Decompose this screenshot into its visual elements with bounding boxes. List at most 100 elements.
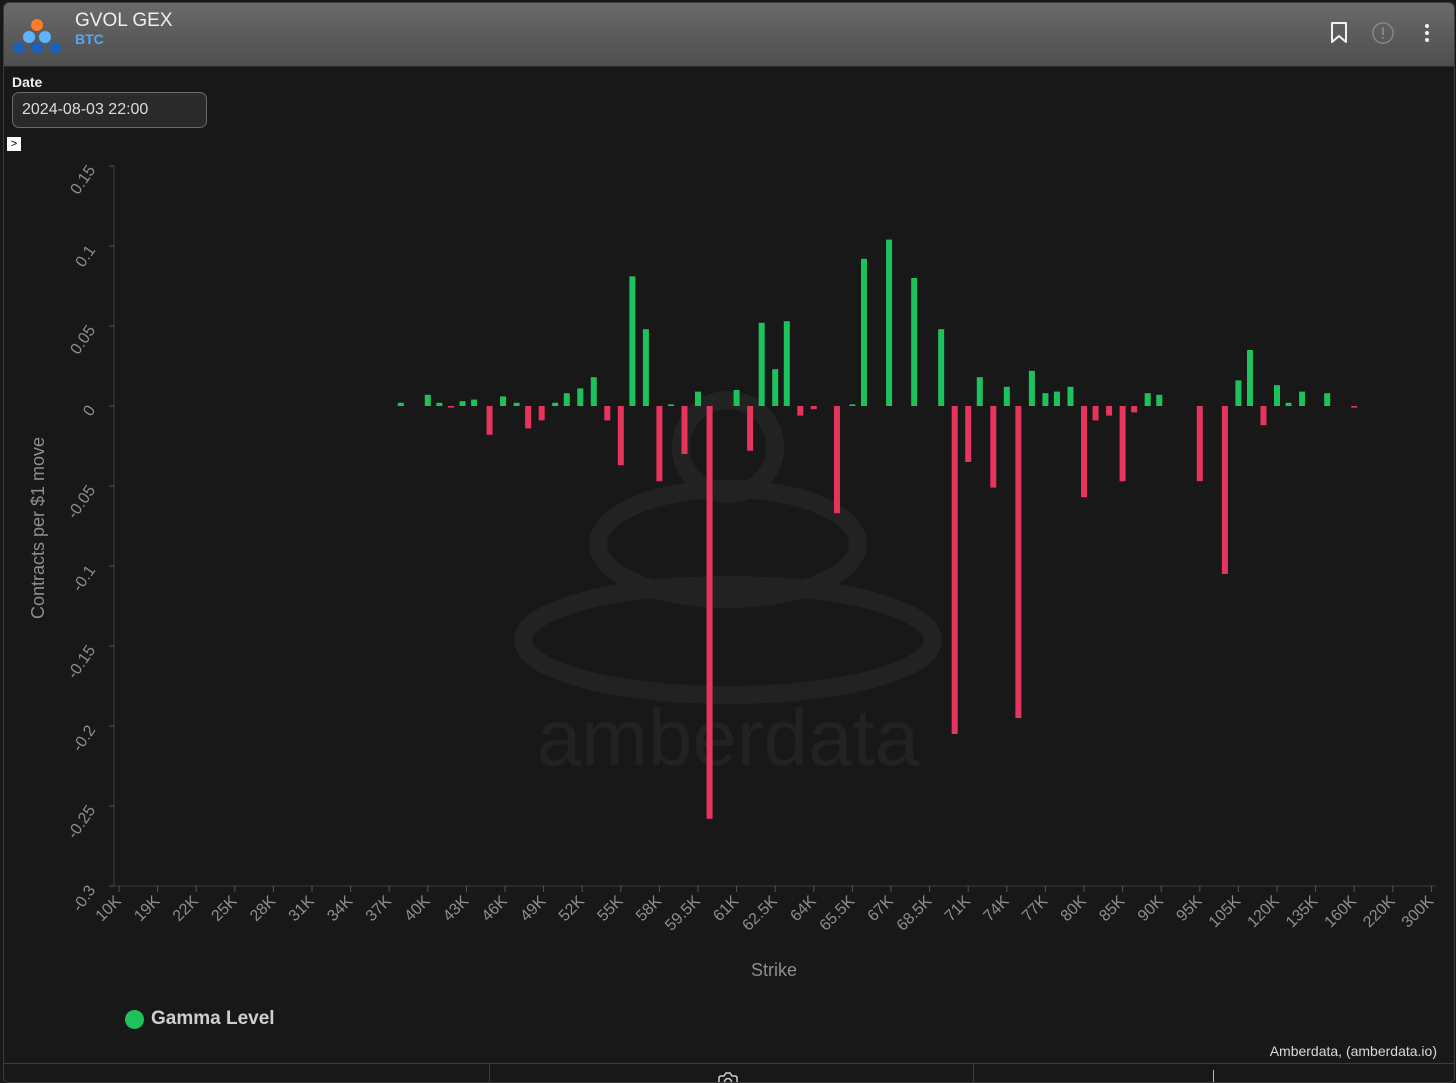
toolbar-divider (489, 1064, 490, 1083)
x-tick-label: 105K (1206, 893, 1245, 932)
app-window: GVOL GEX BTC Date > amberdata 0.150.10.0… (3, 2, 1455, 1083)
gamma-bar-positive[interactable] (1042, 393, 1048, 406)
x-tick-label: 300K (1399, 893, 1438, 932)
gamma-bar-positive[interactable] (938, 329, 944, 406)
gamma-bar-positive[interactable] (1299, 392, 1305, 406)
gamma-bar-positive[interactable] (784, 321, 790, 406)
x-tick-label: 71K (942, 893, 974, 925)
gamma-bar-negative[interactable] (487, 406, 493, 435)
y-tick-label: 0.05 (67, 322, 99, 357)
gamma-bar-positive[interactable] (471, 400, 477, 406)
gamma-bar-positive[interactable] (425, 395, 431, 406)
x-tick-label: 25K (208, 893, 240, 925)
x-tick-label: 74K (980, 893, 1012, 925)
x-tick-label: 64K (787, 893, 819, 925)
gamma-bar-negative[interactable] (525, 406, 531, 428)
watermark-text: amberdata (537, 693, 920, 782)
gamma-bar-positive[interactable] (1067, 387, 1073, 406)
x-tick-label: 61K (710, 893, 742, 925)
gamma-bar-negative[interactable] (1131, 406, 1137, 412)
y-tick-label: -0.05 (64, 482, 99, 522)
gamma-bar-positive[interactable] (436, 403, 442, 406)
gamma-bar-positive[interactable] (759, 323, 765, 406)
gamma-bar-positive[interactable] (577, 388, 583, 406)
legend-marker (125, 1010, 144, 1029)
gamma-bar-positive[interactable] (514, 403, 520, 406)
gamma-bar-negative[interactable] (618, 406, 624, 465)
gamma-bar-positive[interactable] (1286, 403, 1292, 406)
gamma-bar-positive[interactable] (1029, 371, 1035, 406)
gamma-bar-negative[interactable] (1260, 406, 1266, 425)
x-tick-label: 43K (440, 893, 472, 925)
gamma-bar-positive[interactable] (1054, 392, 1060, 406)
gamma-bar-positive[interactable] (500, 396, 506, 406)
gamma-bar-positive[interactable] (849, 404, 855, 406)
gamma-bar-positive[interactable] (564, 393, 570, 406)
gamma-bar-positive[interactable] (1324, 393, 1330, 406)
y-tick-label: 0.1 (73, 242, 100, 270)
gamma-bar-positive[interactable] (398, 403, 404, 406)
gamma-bar-positive[interactable] (591, 377, 597, 406)
camera-icon[interactable] (717, 1072, 739, 1083)
gamma-bar-positive[interactable] (1235, 380, 1241, 406)
gamma-bar-positive[interactable] (977, 377, 983, 406)
gamma-bar-negative[interactable] (1081, 406, 1087, 497)
gamma-bar-negative[interactable] (707, 406, 713, 819)
x-tick-label: 67K (865, 893, 897, 925)
x-tick-label: 90K (1135, 893, 1167, 925)
gamma-bar-negative[interactable] (811, 406, 817, 409)
gamma-bar-positive[interactable] (695, 392, 701, 406)
gamma-bar-positive[interactable] (643, 329, 649, 406)
gamma-bar-negative[interactable] (539, 406, 545, 420)
gamma-bar-negative[interactable] (965, 406, 971, 462)
gex-chart: amberdata 0.150.10.050-0.05-0.1-0.15-0.2… (4, 3, 1454, 1003)
chart-credit: Amberdata, (amberdata.io) (1270, 1043, 1437, 1059)
y-tick-label: -0.25 (64, 802, 99, 842)
gamma-bar-negative[interactable] (1015, 406, 1021, 718)
watermark (523, 400, 933, 695)
gamma-bar-negative[interactable] (681, 406, 687, 454)
x-tick-label: 62.5K (739, 893, 781, 935)
gamma-bar-negative[interactable] (656, 406, 662, 481)
legend-gamma-level[interactable]: Gamma Level (125, 1008, 275, 1030)
gamma-bar-positive[interactable] (1145, 393, 1151, 406)
gamma-bar-positive[interactable] (772, 369, 778, 406)
x-tick-label: 52K (556, 893, 588, 925)
gamma-bar-positive[interactable] (668, 404, 674, 406)
gamma-bar-negative[interactable] (1120, 406, 1126, 481)
gamma-bar-positive[interactable] (1247, 350, 1253, 406)
gamma-bar-positive[interactable] (1156, 395, 1162, 406)
gamma-bar-positive[interactable] (1004, 387, 1010, 406)
y-tick-label: 0.15 (67, 162, 99, 197)
gamma-bar-negative[interactable] (1106, 406, 1112, 416)
gamma-bar-negative[interactable] (1351, 406, 1357, 408)
x-tick-label: 160K (1322, 893, 1361, 932)
x-tick-label: 95K (1173, 893, 1205, 925)
gamma-bar-positive[interactable] (460, 401, 466, 406)
gamma-bar-negative[interactable] (1093, 406, 1099, 420)
gamma-bar-negative[interactable] (990, 406, 996, 488)
bottom-toolbar (4, 1063, 1454, 1083)
gamma-bar-negative[interactable] (834, 406, 840, 513)
gamma-bar-negative[interactable] (1222, 406, 1228, 574)
gamma-bar-negative[interactable] (604, 406, 610, 420)
gamma-bar-negative[interactable] (952, 406, 958, 734)
gamma-bar-positive[interactable] (552, 403, 558, 406)
gamma-bar-negative[interactable] (797, 406, 803, 416)
gamma-bar-negative[interactable] (1197, 406, 1203, 481)
gamma-bar-positive[interactable] (1274, 385, 1280, 406)
gamma-bar-positive[interactable] (911, 278, 917, 406)
x-tick-label: 58K (633, 893, 665, 925)
y-tick-label: 0 (80, 402, 99, 419)
x-tick-label: 31K (286, 893, 318, 925)
y-axis-ticks: 0.150.10.050-0.05-0.1-0.15-0.2-0.25-0.3 (64, 162, 114, 914)
gamma-bar-negative[interactable] (747, 406, 753, 451)
gamma-bar-negative[interactable] (448, 406, 454, 408)
gamma-bar-positive[interactable] (734, 390, 740, 406)
toolbar-marker (1213, 1070, 1214, 1083)
x-tick-label: 37K (363, 893, 395, 925)
gamma-bar-positive[interactable] (861, 259, 867, 406)
x-tick-label: 77K (1019, 893, 1051, 925)
gamma-bar-positive[interactable] (886, 240, 892, 406)
gamma-bar-positive[interactable] (629, 276, 635, 406)
